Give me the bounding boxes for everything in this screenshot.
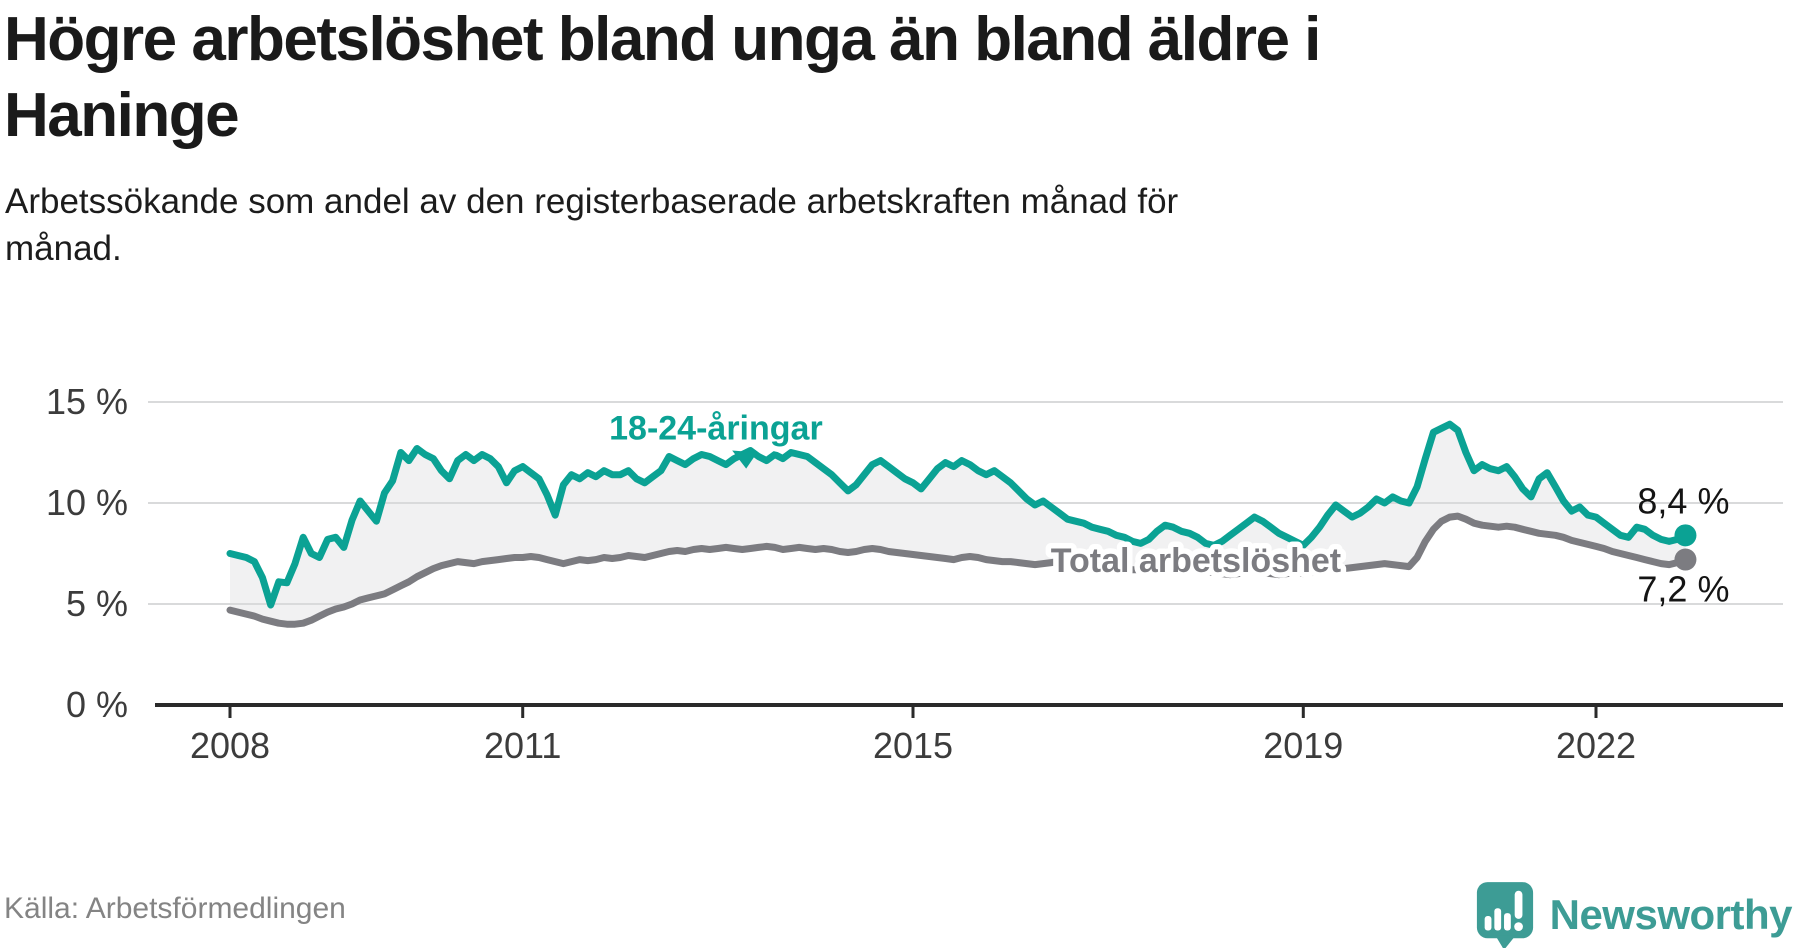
- newsworthy-logo-icon: [1476, 882, 1533, 948]
- end-value-label-young: 8,4 %: [1637, 480, 1729, 521]
- x-tick-label: 2015: [873, 725, 953, 766]
- x-tick-label: 2008: [190, 725, 270, 766]
- end-value-label-total: 7,2 %: [1637, 569, 1729, 610]
- header: Högre arbetslöshet bland unga än bland ä…: [4, 2, 1724, 154]
- page-title-line-1: Högre arbetslöshet bland unga än bland ä…: [4, 5, 1321, 74]
- x-tick-label: 2022: [1556, 725, 1636, 766]
- y-tick-label: 10 %: [46, 482, 128, 523]
- page-title: Högre arbetslöshet bland unga än bland ä…: [4, 2, 1724, 154]
- x-tick-label: 2011: [484, 725, 561, 766]
- area-fill: [230, 424, 1686, 625]
- chart-subtitle-line-1: Arbetssökande som andel av den registerb…: [5, 182, 1179, 221]
- newsworthy-logo: Newsworthy: [1474, 880, 1793, 948]
- y-tick-label: 5 %: [66, 583, 128, 624]
- y-tick-label: 15 %: [46, 381, 128, 422]
- label-arrow-icon: [732, 450, 758, 469]
- newsworthy-wordmark: Newsworthy: [1549, 891, 1793, 938]
- x-tick-label: 2019: [1263, 725, 1343, 766]
- series-label-young: 18-24-åringar: [609, 409, 823, 447]
- series-line-total: [226, 512, 1689, 628]
- chart-subtitle: Arbetssökande som andel av den registerb…: [5, 178, 1705, 272]
- y-tick-label: 0 %: [66, 684, 128, 725]
- page-title-line-2: Haninge: [4, 81, 240, 150]
- end-dot-young: [1674, 524, 1697, 547]
- source-note: Källa: Arbetsförmedlingen: [4, 892, 346, 925]
- series-line-young: [226, 420, 1689, 609]
- chart-subtitle-line-2: månad.: [5, 229, 122, 268]
- series-label-total: Total arbetslöshet: [1051, 542, 1341, 580]
- end-dot-total: [1674, 548, 1697, 571]
